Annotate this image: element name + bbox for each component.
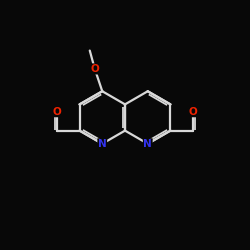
Text: O: O [90,64,99,74]
Text: N: N [143,139,152,149]
Text: O: O [188,107,197,117]
Text: N: N [98,139,107,149]
Text: O: O [53,107,62,117]
